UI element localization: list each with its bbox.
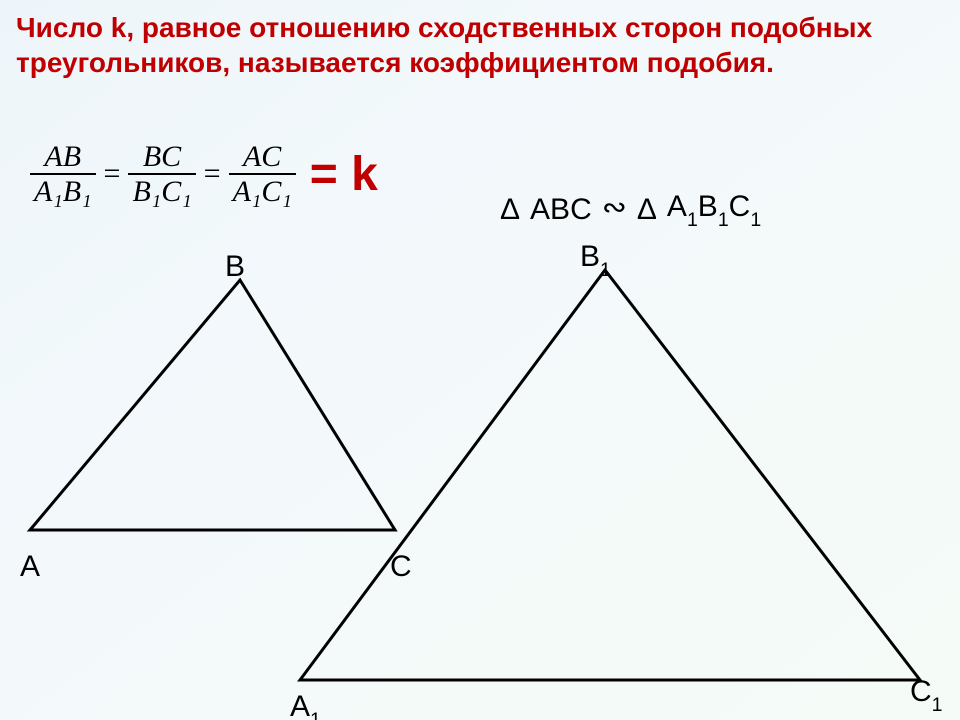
t2-a: A — [667, 190, 687, 223]
vertex-a-text: A — [20, 550, 40, 583]
triangle-a1b1c1-label: A1B1C1 — [667, 190, 761, 229]
vertex-a1: A1 — [290, 690, 321, 720]
frac2-num: BC — [139, 140, 185, 173]
vertex-a1-sub: 1 — [310, 709, 321, 720]
similarity-statement: Δ ABC ∾ Δ A1B1C1 — [500, 190, 761, 229]
t2-b: B — [698, 190, 718, 223]
vertex-c1-base: C — [910, 675, 932, 708]
vertex-c1: C1 — [910, 675, 943, 714]
vertex-b: B — [225, 250, 245, 284]
t2-a-sub: 1 — [687, 209, 698, 231]
frac2-den: B₁C₁ — [128, 175, 195, 208]
equals-k: = k — [310, 147, 378, 202]
t2-c: C — [729, 190, 751, 223]
fraction-3: AC A₁C₁ — [229, 140, 296, 208]
triangles-diagram: A B C A1 B1 C1 — [0, 250, 960, 720]
vertex-b-text: B — [225, 250, 245, 283]
vertex-c1-sub: 1 — [932, 694, 943, 716]
frac3-num: AC — [239, 140, 285, 173]
frac1-den: A₁B₁ — [30, 175, 96, 208]
triangle-abc-label: ABC — [530, 193, 592, 227]
equals-2: = — [204, 157, 221, 191]
vertex-a1-base: A — [290, 690, 310, 720]
triangles-svg — [0, 250, 960, 720]
t2-c-sub: 1 — [750, 209, 761, 231]
vertex-c: C — [390, 550, 412, 584]
vertex-b1-sub: 1 — [600, 259, 611, 281]
frac3-den: A₁C₁ — [229, 175, 296, 208]
vertex-c-text: C — [390, 550, 412, 583]
vertex-b1-base: B — [580, 240, 600, 273]
ratio-formula: AB A₁B₁ = BC B₁C₁ = AC A₁C₁ = k — [30, 140, 378, 208]
fraction-1: AB A₁B₁ — [30, 140, 96, 208]
similar-icon: ∾ — [602, 190, 627, 225]
vertex-a: A — [20, 550, 40, 584]
definition-text: Число k, равное отношению сходственных с… — [16, 12, 872, 78]
triangle-large — [300, 270, 920, 680]
equals-1: = — [104, 157, 121, 191]
definition-heading: Число k, равное отношению сходственных с… — [16, 10, 930, 80]
vertex-b1: B1 — [580, 240, 611, 279]
triangle-small — [30, 280, 395, 530]
delta-1: Δ — [500, 193, 520, 227]
delta-2: Δ — [637, 193, 657, 227]
t2-b-sub: 1 — [718, 209, 729, 231]
frac1-num: AB — [40, 140, 85, 173]
fraction-2: BC B₁C₁ — [128, 140, 195, 208]
